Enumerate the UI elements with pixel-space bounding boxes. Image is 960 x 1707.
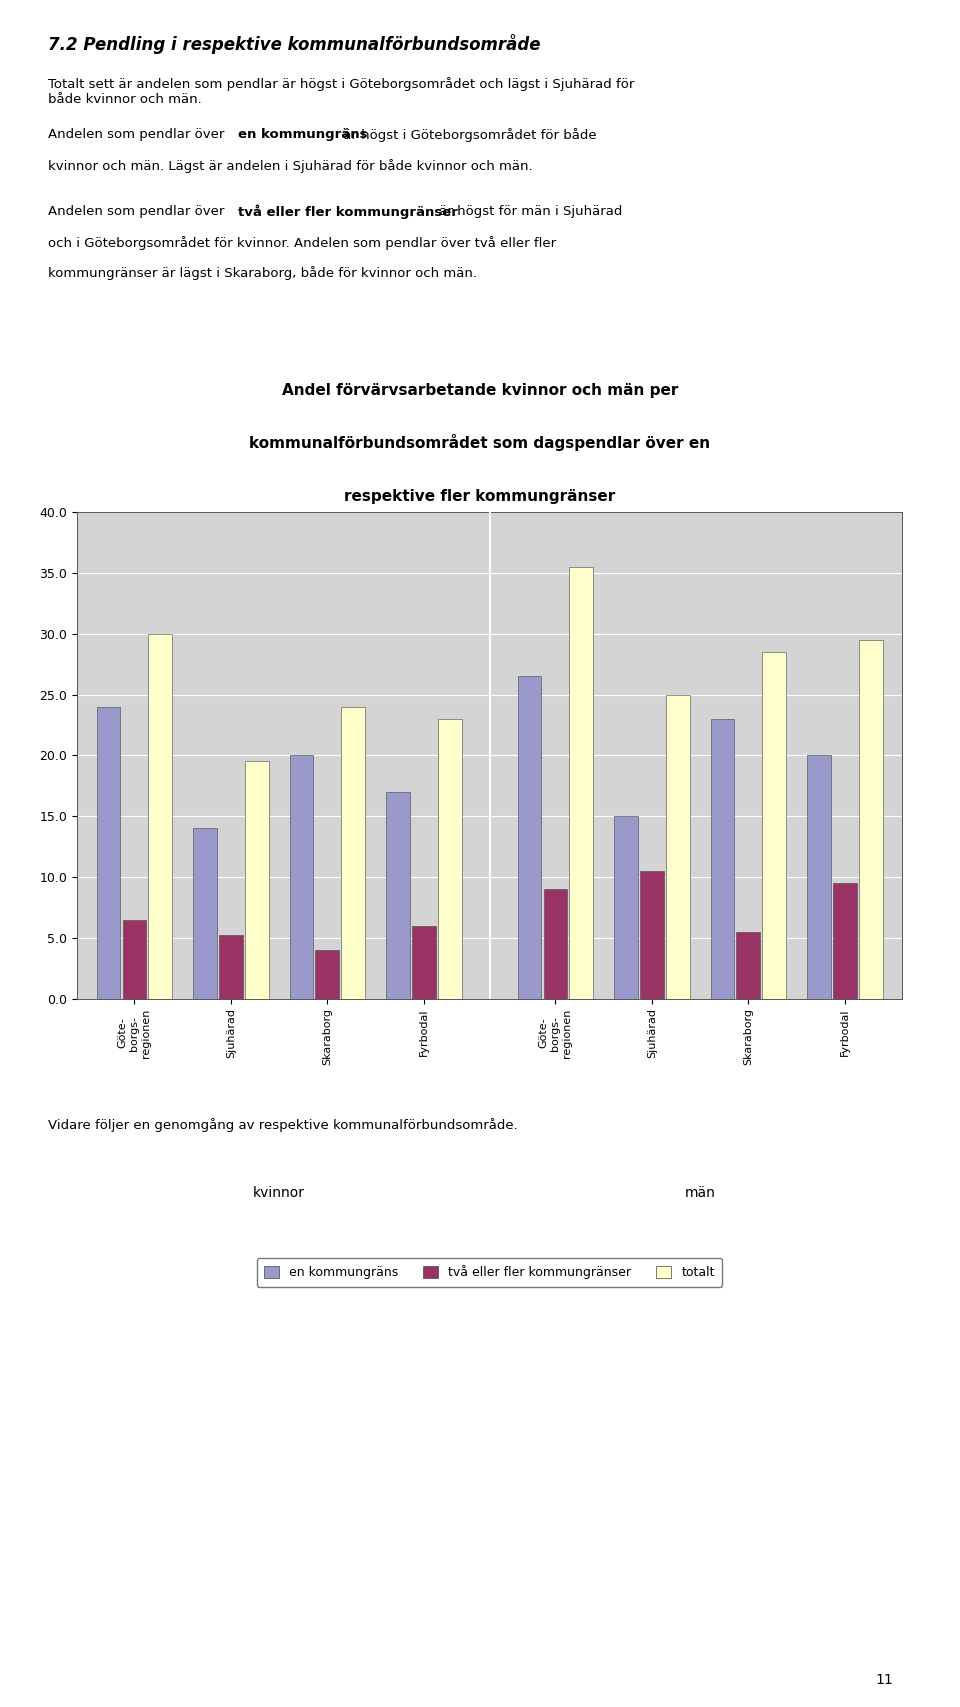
Text: är högst för män i Sjuhärad: är högst för män i Sjuhärad xyxy=(435,205,622,218)
Bar xyxy=(569,567,593,999)
Text: 7.2 Pendling i respektive kommunalförbundsområde: 7.2 Pendling i respektive kommunalförbun… xyxy=(48,34,540,55)
Bar xyxy=(219,935,243,999)
Bar xyxy=(386,792,410,999)
Text: kommunalförbundsområdet som dagspendlar över en: kommunalförbundsområdet som dagspendlar … xyxy=(250,434,710,451)
Bar xyxy=(807,754,830,999)
Text: Andelen som pendlar över: Andelen som pendlar över xyxy=(48,128,228,142)
Bar xyxy=(97,707,120,999)
Bar xyxy=(290,754,313,999)
Bar xyxy=(859,640,882,999)
Text: är högst i Göteborgsområdet för både: är högst i Göteborgsområdet för både xyxy=(339,128,596,142)
Text: 11: 11 xyxy=(876,1673,893,1687)
Bar xyxy=(316,949,339,999)
Text: en kommungräns: en kommungräns xyxy=(238,128,368,142)
Bar xyxy=(123,920,146,999)
Bar xyxy=(762,652,786,999)
Text: kvinnor och män. Lägst är andelen i Sjuhärad för både kvinnor och män.: kvinnor och män. Lägst är andelen i Sjuh… xyxy=(48,159,533,172)
Bar xyxy=(341,707,365,999)
Text: Totalt sett är andelen som pendlar är högst i Göteborgsområdet och lägst i Sjuhä: Totalt sett är andelen som pendlar är hö… xyxy=(48,77,635,106)
Text: män: män xyxy=(684,1186,715,1200)
Bar xyxy=(833,883,856,999)
Bar xyxy=(517,676,541,999)
Bar xyxy=(149,633,172,999)
Text: kvinnor: kvinnor xyxy=(253,1186,305,1200)
Text: och i Göteborgsområdet för kvinnor. Andelen som pendlar över två eller fler: och i Göteborgsområdet för kvinnor. Ande… xyxy=(48,236,556,249)
Text: Andelen som pendlar över: Andelen som pendlar över xyxy=(48,205,228,218)
Text: Vidare följer en genomgång av respektive kommunalförbundsområde.: Vidare följer en genomgång av respektive… xyxy=(48,1118,517,1132)
Bar xyxy=(640,871,663,999)
Bar xyxy=(245,761,269,999)
Text: kommungränser är lägst i Skaraborg, både för kvinnor och män.: kommungränser är lägst i Skaraborg, både… xyxy=(48,266,477,280)
Text: respektive fler kommungränser: respektive fler kommungränser xyxy=(345,488,615,504)
Bar xyxy=(193,828,217,999)
Text: två eller fler kommungränser: två eller fler kommungränser xyxy=(238,205,458,220)
Bar xyxy=(614,816,638,999)
Bar xyxy=(438,719,462,999)
Bar xyxy=(412,925,436,999)
Text: Andel förvärvsarbetande kvinnor och män per: Andel förvärvsarbetande kvinnor och män … xyxy=(282,382,678,398)
Legend: en kommungräns, två eller fler kommungränser, totalt: en kommungräns, två eller fler kommungrä… xyxy=(256,1258,723,1287)
Bar xyxy=(710,719,734,999)
Bar xyxy=(736,932,760,999)
Bar xyxy=(666,695,689,999)
Bar xyxy=(543,889,567,999)
